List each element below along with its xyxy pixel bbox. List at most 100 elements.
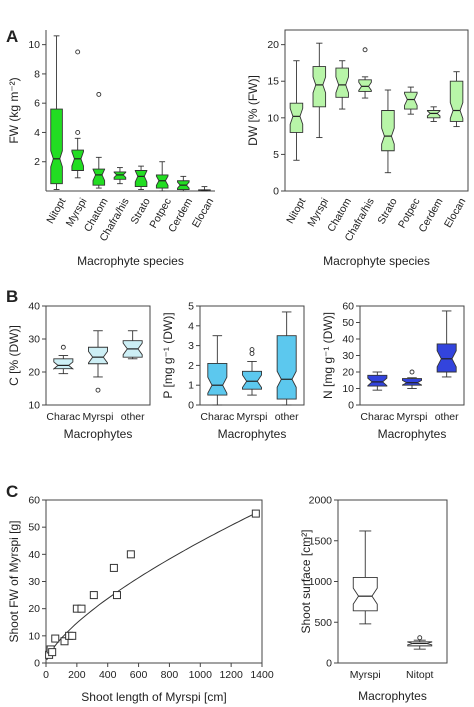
box-nitopt bbox=[407, 635, 433, 650]
x-tick-label: 800 bbox=[161, 669, 179, 681]
box-myrspi bbox=[312, 42, 327, 139]
y-tick-label: 10 bbox=[28, 39, 40, 51]
outlier-point bbox=[75, 130, 81, 135]
x-tick-label: 1200 bbox=[219, 669, 243, 681]
y-tick-label: 6 bbox=[34, 98, 40, 110]
box-body bbox=[134, 170, 148, 188]
box-body bbox=[242, 370, 262, 390]
category-label: Charac bbox=[46, 411, 80, 423]
y-tick-label: 0 bbox=[326, 658, 332, 670]
chart-b-p: 0 1 2 3 4 5 P [mg g⁻¹ (DW)] Macrophytes Charac My… bbox=[161, 301, 305, 441]
y-tick-label: 40 bbox=[28, 301, 40, 313]
category-label: Elocan bbox=[190, 196, 217, 230]
y-axis-title: P [mg g⁻¹ (DW)] bbox=[161, 312, 175, 398]
x-axis-title: Shoot length of Myrspi [cm] bbox=[81, 690, 226, 704]
x-tick-label: 600 bbox=[130, 669, 148, 681]
panel-label-a: A bbox=[6, 27, 18, 46]
category-label: Charac bbox=[360, 411, 394, 423]
y-tick-label: 3 bbox=[188, 340, 194, 352]
box-other bbox=[436, 310, 457, 378]
category-label: Myrspi bbox=[350, 669, 381, 681]
x-axis-title: Macrophyte species bbox=[77, 254, 184, 268]
box-charac bbox=[207, 335, 228, 406]
box-other bbox=[276, 311, 297, 406]
y-tick-label: 1 bbox=[188, 380, 194, 392]
box-body bbox=[352, 576, 378, 612]
y-tick-label: 2 bbox=[34, 156, 40, 168]
box-myrspi bbox=[242, 347, 262, 396]
box-chafrahis bbox=[113, 167, 127, 185]
box-body bbox=[289, 102, 304, 133]
y-axis-title: DW [% (FW)] bbox=[246, 75, 260, 146]
box-body bbox=[207, 362, 228, 396]
y-tick-label: 4 bbox=[34, 127, 40, 139]
data-point bbox=[251, 509, 260, 518]
box-nitopt bbox=[50, 35, 63, 190]
x-axis-title: Macrophytes bbox=[378, 427, 447, 441]
y-tick-label: 30 bbox=[28, 576, 40, 588]
box-body bbox=[312, 66, 327, 108]
box-chatom bbox=[335, 60, 349, 110]
box-elocan bbox=[198, 186, 211, 192]
data-point bbox=[77, 604, 86, 613]
box-nitopt bbox=[289, 60, 304, 161]
x-tick-label: 400 bbox=[99, 669, 117, 681]
box-body bbox=[113, 171, 127, 180]
y-tick-label: 0 bbox=[188, 400, 194, 412]
outlier-point bbox=[417, 635, 423, 641]
data-point bbox=[109, 563, 118, 572]
box-body bbox=[71, 149, 84, 171]
y-axis-title: Shoot surface [cm²] bbox=[299, 529, 313, 633]
outlier-point bbox=[249, 351, 255, 356]
box-body bbox=[436, 343, 457, 373]
category-label: Myrspi bbox=[83, 411, 114, 423]
box-body bbox=[381, 110, 395, 152]
y-tick-label: 0 bbox=[34, 658, 40, 670]
x-axis-title: Macrophyte species bbox=[323, 254, 430, 268]
y-tick-label: 40 bbox=[342, 334, 354, 346]
y-tick-label: 60 bbox=[342, 301, 354, 313]
box-myrspi bbox=[88, 330, 108, 393]
fit-curve bbox=[46, 512, 257, 661]
x-tick-label: 200 bbox=[68, 669, 86, 681]
y-tick-label: 8 bbox=[34, 68, 40, 80]
box-chatom bbox=[92, 91, 106, 189]
box-body bbox=[449, 80, 464, 122]
outlier-point bbox=[95, 387, 101, 393]
box-potpec bbox=[404, 86, 418, 115]
outlier-point bbox=[96, 91, 102, 97]
plot-frame bbox=[45, 305, 151, 406]
data-point bbox=[89, 591, 98, 600]
y-tick-label: 2 bbox=[188, 360, 194, 372]
box-body bbox=[402, 378, 422, 386]
box-body bbox=[404, 91, 418, 110]
data-point bbox=[68, 631, 77, 640]
box-cerdem bbox=[426, 106, 441, 122]
box-myrspi bbox=[352, 530, 378, 625]
chart-c-right: 0 500 1000 1500 2000 Shoot surface [cm²] Macro… bbox=[299, 495, 448, 703]
y-tick-label: 20 bbox=[28, 603, 40, 615]
box-cerdem bbox=[177, 175, 190, 192]
y-tick-label: 10 bbox=[28, 400, 40, 412]
y-tick-label: 30 bbox=[342, 350, 354, 362]
y-tick-label: 500 bbox=[314, 617, 332, 629]
box-body bbox=[367, 374, 388, 387]
panel-label-c: C bbox=[6, 482, 18, 501]
chart-c-left: 0 10 20 30 40 50 60 Shoot FW of Myrspi [g] Shoot… bbox=[7, 495, 274, 705]
box-body bbox=[155, 174, 169, 189]
box-body bbox=[276, 335, 297, 400]
x-axis-title: Macrophytes bbox=[218, 427, 287, 441]
box-myrspi bbox=[71, 49, 84, 179]
y-tick-label: 5 bbox=[273, 149, 279, 161]
box-chafrahis bbox=[358, 47, 372, 99]
plot-frame bbox=[199, 305, 305, 406]
chart-b-n: 0 10 20 30 40 50 60 N [mg g⁻¹ (DW)] Macrophytes C… bbox=[321, 301, 465, 441]
outlier-point bbox=[249, 347, 255, 353]
category-label: Nitopt bbox=[284, 196, 308, 226]
outlier-point bbox=[409, 369, 415, 375]
panel-label-b: B bbox=[6, 287, 18, 306]
y-tick-label: 15 bbox=[267, 76, 279, 88]
y-axis-title: FW (kg m⁻²) bbox=[7, 77, 21, 143]
